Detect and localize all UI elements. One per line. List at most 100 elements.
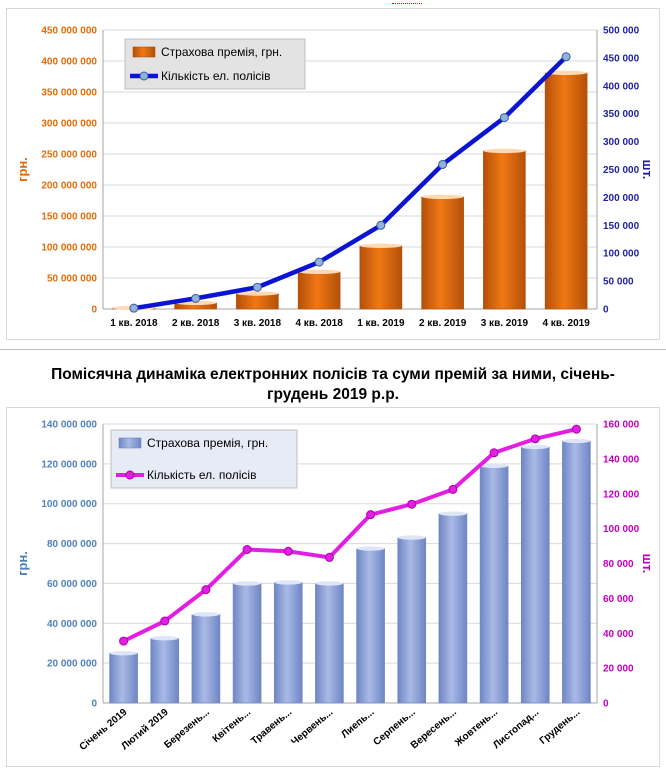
y-tick-label: 200 000 000	[41, 181, 97, 192]
section-divider	[0, 349, 666, 350]
y2-axis-title: шт.	[640, 160, 655, 180]
chart-heading-line-2: грудень 2019 р.р.	[267, 386, 399, 403]
line-point	[129, 303, 139, 313]
bar	[236, 293, 279, 310]
bar	[421, 196, 464, 310]
bar-top	[438, 511, 467, 516]
quarterly-chart: 0 50 000 000 100 000 000 150 000 000 200 000…	[15, 26, 655, 330]
bar	[273, 582, 303, 704]
chart-heading-line-1: Помісячна динаміка електронних полісів т…	[51, 366, 615, 383]
bar-top	[483, 148, 526, 154]
y2-tick-label: 100 000	[603, 249, 640, 260]
bar	[483, 150, 526, 310]
x-tick-label: Червень...	[289, 707, 335, 748]
x-tick-label: 2 кв. 2018	[172, 318, 220, 329]
line-point	[438, 159, 448, 169]
legend-line-marker	[139, 71, 149, 81]
x-tick-label: 1 кв. 2019	[357, 318, 405, 329]
line-point	[191, 293, 201, 303]
y2-tick-label: 200 000	[603, 193, 640, 204]
y2-tick-label: 400 000	[603, 81, 640, 92]
line-point	[324, 552, 334, 562]
series-line	[133, 55, 568, 311]
bar-top	[109, 650, 138, 656]
y2-tick-label: 100 000	[603, 524, 640, 535]
chart-frame-quarterly: 0 50 000 000 100 000 000 150 000 000 200 000…	[6, 8, 660, 340]
x-tick-label: Квітень...	[211, 707, 253, 745]
x-tick-label: 1 кв. 2018	[110, 318, 158, 329]
bar-top	[315, 581, 344, 586]
line-point	[252, 282, 262, 292]
y-tick-label: 50 000 000	[47, 274, 97, 285]
legend-bar-label: Страхова премія, грн.	[147, 436, 268, 450]
y2-tick-label: 40 000	[603, 629, 634, 640]
legend-box	[110, 429, 298, 489]
bar	[397, 537, 427, 704]
line-point	[530, 434, 540, 444]
bar-top	[236, 291, 279, 296]
y-axis-title: грн.	[15, 551, 30, 576]
x-tick-label: 2 кв. 2019	[419, 318, 467, 329]
y-tick-label: 0	[91, 699, 97, 710]
x-tick-label: Лиепь...	[339, 707, 376, 741]
y2-tick-label: 250 000	[603, 165, 640, 176]
bar-top	[298, 269, 341, 274]
x-tick-label: 3 кв. 2019	[481, 318, 529, 329]
bar	[520, 446, 550, 704]
monthly-chart: 0 20 000 000 40 000 000 60 000 000 80 000 00…	[15, 420, 655, 753]
y-axis-title: грн.	[15, 157, 30, 182]
y-tick-label: 140 000 000	[41, 420, 97, 431]
bar	[544, 72, 588, 310]
bar-top	[480, 463, 509, 469]
x-tick-label: 4 кв. 2018	[295, 318, 343, 329]
series-line	[122, 427, 577, 643]
y2-tick-label: 0	[603, 305, 609, 316]
y2-tick-label: 20 000	[603, 664, 634, 675]
line-point	[448, 484, 458, 494]
line-point	[561, 52, 571, 62]
y2-tick-label: 0	[603, 699, 609, 710]
bar-top	[274, 580, 303, 585]
y-tick-label: 120 000 000	[41, 459, 97, 470]
legend-bar-swatch	[118, 437, 142, 449]
bar	[562, 440, 591, 704]
bar-top	[562, 438, 591, 444]
y2-tick-label: 300 000	[603, 137, 640, 148]
y2-tick-label: 150 000	[603, 221, 640, 232]
bar	[438, 513, 468, 704]
y-tick-label: 0	[91, 305, 97, 316]
bar-top	[233, 581, 262, 586]
bar-top	[521, 444, 550, 450]
chart-frame-monthly: 0 20 000 000 40 000 000 60 000 000 80 000 00…	[6, 407, 660, 767]
bar	[359, 245, 403, 310]
y-tick-label: 150 000 000	[41, 212, 97, 223]
y-tick-label: 400 000 000	[41, 57, 97, 68]
y2-axis-title: шт.	[640, 554, 655, 574]
y2-tick-label: 60 000	[603, 594, 634, 605]
bar-top	[359, 243, 402, 248]
bar	[232, 583, 262, 704]
line-point	[283, 546, 293, 556]
bar	[150, 637, 180, 704]
bar-top	[545, 70, 588, 75]
y2-tick-label: 50 000	[603, 277, 634, 288]
y-tick-label: 300 000 000	[41, 119, 97, 130]
x-tick-label: Травень...	[249, 707, 294, 747]
y2-tick-label: 450 000	[603, 53, 640, 64]
x-tick-label: Вересень...	[409, 707, 459, 752]
bar	[356, 548, 385, 704]
bar	[315, 583, 344, 704]
legend-bar-swatch	[132, 46, 156, 58]
y-tick-label: 450 000 000	[41, 26, 97, 37]
y-tick-label: 100 000 000	[41, 499, 97, 510]
spellcheck-mark	[392, 0, 422, 4]
bar	[297, 271, 341, 310]
bar-top	[356, 546, 385, 551]
bar-top	[397, 535, 426, 540]
y2-tick-label: 500 000	[603, 26, 640, 37]
legend-bar-label: Страхова премія, грн.	[161, 45, 282, 59]
legend-line-label: Кількість ел. полісів	[161, 69, 270, 83]
chart-heading: Помісячна динаміка електронних полісів т…	[0, 365, 666, 405]
x-tick-label: Березень...	[162, 707, 212, 751]
bar-top	[150, 636, 179, 641]
